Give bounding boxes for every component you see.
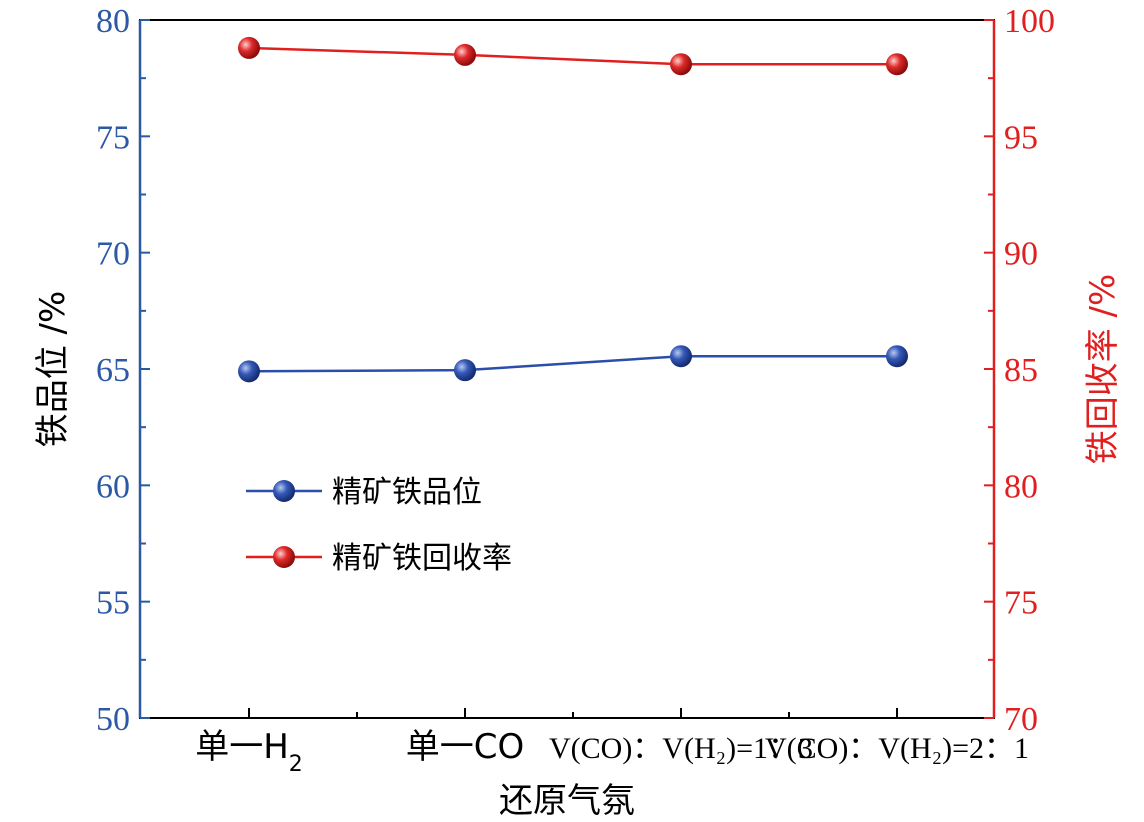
- x-axis-title: 还原气氛: [499, 781, 635, 821]
- right-tick-label: 100: [1004, 3, 1055, 40]
- data-point-1: [886, 53, 908, 76]
- left-tick-label: 60: [96, 468, 130, 505]
- x-category-label: 单一H2: [195, 727, 303, 777]
- data-point-1: [454, 43, 476, 66]
- right-tick-label: 95: [1004, 119, 1038, 156]
- left-tick-label: 70: [96, 236, 130, 273]
- data-point-1: [238, 36, 260, 59]
- right-y-axis-title: 铁回收率 /%: [1083, 274, 1123, 465]
- data-point-0: [454, 359, 476, 382]
- series-line-0: [248, 354, 897, 373]
- left-tick-label: 65: [96, 352, 130, 389]
- data-point-0: [886, 345, 908, 368]
- right-y-axis: 70 75 80 85 90 95 100: [984, 3, 1055, 738]
- data-point-0: [238, 360, 260, 383]
- x-category-label: V(CO)：V(H₂)=2：1: [765, 732, 1029, 765]
- plot-frame: [139, 19, 995, 719]
- left-y-axis: 50 55 60 65 70 75 80: [96, 3, 150, 738]
- right-tick-label: 80: [1004, 468, 1038, 505]
- x-category-label: 单一CO: [406, 727, 525, 767]
- data-point-1: [670, 53, 692, 76]
- left-y-axis-title: 铁品位 /%: [33, 291, 73, 448]
- right-tick-label: 90: [1004, 236, 1038, 273]
- left-tick-label: 50: [96, 701, 130, 738]
- left-tick-label: 80: [96, 3, 130, 40]
- right-tick-label: 75: [1004, 585, 1038, 622]
- series-layer: [238, 36, 908, 383]
- x-category-label: V(CO)：V(H₂)=1：3: [549, 732, 813, 765]
- legend: 精矿铁品位 精矿铁回收率: [246, 475, 512, 576]
- right-tick-label: 85: [1004, 352, 1038, 389]
- left-tick-label: 55: [96, 585, 130, 622]
- x-category-subscript: 2: [289, 752, 303, 777]
- right-tick-label: 70: [1004, 701, 1038, 738]
- legend-label-grade: 精矿铁品位: [332, 475, 482, 510]
- legend-marker-recovery: [273, 546, 295, 568]
- legend-label-recovery: 精矿铁回收率: [332, 541, 512, 576]
- left-tick-label: 75: [96, 119, 130, 156]
- data-point-0: [670, 345, 692, 368]
- series-line-1: [248, 46, 897, 66]
- legend-marker-grade: [273, 480, 295, 502]
